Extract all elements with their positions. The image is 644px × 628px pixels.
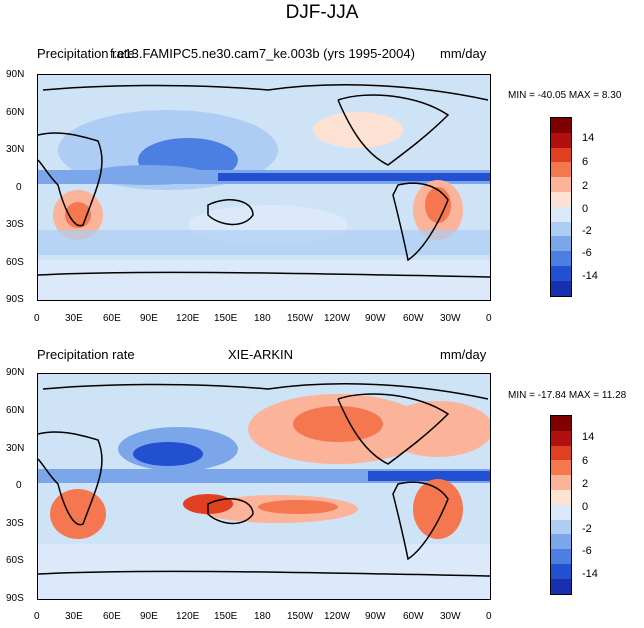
colorbar-label: -14: [582, 568, 598, 580]
colorbar-swatch: [551, 280, 571, 296]
x-tick-label: 0: [486, 313, 492, 324]
y-tick-label: 30S: [6, 219, 24, 230]
x-tick-label: 90E: [140, 313, 158, 324]
colorbar-swatch: [551, 191, 571, 207]
x-tick-label: 90E: [140, 611, 158, 622]
colorbar-swatch: [551, 162, 571, 178]
x-tick-label: 150W: [287, 611, 314, 622]
colorbar-label: 2: [582, 478, 589, 490]
y-tick-label: 60N: [6, 405, 25, 416]
x-tick-label: 0: [34, 611, 40, 622]
x-tick-label: 90W: [365, 611, 386, 622]
left-title: Precipitation rate: [37, 347, 135, 362]
colorbar-label: 0: [582, 501, 589, 513]
x-tick-label: 60E: [103, 313, 121, 324]
x-tick-label: 0: [34, 313, 40, 324]
main-title: DJF-JJA: [285, 2, 359, 23]
x-tick-label: 0: [486, 611, 492, 622]
y-tick-label: 0: [16, 182, 22, 193]
colorbar-swatch: [551, 416, 571, 431]
x-tick-label: 180: [254, 313, 271, 324]
y-tick-label: 30N: [6, 443, 25, 454]
colorbar-label: -2: [582, 523, 592, 535]
colorbar-label: 14: [582, 132, 595, 144]
y-tick-label: 60S: [6, 257, 24, 268]
colorbar-swatch: [551, 118, 571, 133]
colorbar-label: -2: [582, 225, 592, 237]
units-label: mm/day: [440, 46, 487, 61]
colorbar-swatch: [551, 445, 571, 461]
x-tick-label: 30E: [65, 611, 83, 622]
y-tick-label: 90N: [6, 367, 25, 378]
colorbar-swatch: [551, 534, 571, 550]
center-title: f.e13.FAMIPC5.ne30.cam7_ke.003b (yrs 199…: [110, 46, 415, 61]
colorbar-swatch: [551, 177, 571, 192]
colorbar: [550, 117, 572, 297]
colorbar-swatch: [551, 549, 571, 564]
y-tick-label: 30S: [6, 518, 24, 529]
left-title: Precipitation rate: [37, 46, 135, 61]
x-tick-label: 150E: [214, 611, 238, 622]
x-tick-label: 30W: [440, 611, 461, 622]
colorbar-label: 2: [582, 180, 589, 192]
x-tick-label: 60W: [403, 611, 424, 622]
y-tick-label: 60S: [6, 555, 24, 566]
precip-map-obs: [37, 373, 491, 600]
colorbar: [550, 415, 572, 595]
colorbar-label: -14: [582, 270, 598, 282]
colorbar-label: 6: [582, 455, 589, 467]
center-title: XIE-ARKIN: [228, 347, 294, 362]
y-tick-label: 0: [16, 480, 22, 491]
x-tick-label: 150W: [287, 313, 314, 324]
x-tick-label: 120E: [176, 313, 200, 324]
colorbar-label: 14: [582, 431, 595, 443]
colorbar-swatch: [551, 236, 571, 252]
colorbar-swatch: [551, 489, 571, 505]
y-tick-label: 90S: [6, 593, 24, 604]
y-tick-label: 60N: [6, 107, 25, 118]
x-tick-label: 30W: [440, 313, 461, 324]
colorbar-swatch: [551, 519, 571, 535]
colorbar-swatch: [551, 132, 571, 148]
x-tick-label: 120W: [324, 313, 351, 324]
y-tick-label: 90N: [6, 69, 25, 80]
x-tick-label: 30E: [65, 313, 83, 324]
stats-label: MIN = -40.05 MAX = 8.30: [508, 90, 622, 101]
colorbar-label: 6: [582, 156, 589, 168]
colorbar-swatch: [551, 206, 571, 222]
colorbar-swatch: [551, 563, 571, 579]
colorbar-swatch: [551, 504, 571, 520]
colorbar-swatch: [551, 251, 571, 266]
colorbar-swatch: [551, 475, 571, 490]
colorbar-swatch: [551, 221, 571, 237]
colorbar-label: -6: [582, 247, 592, 259]
colorbar-label: -6: [582, 545, 592, 557]
y-tick-label: 30N: [6, 144, 25, 155]
x-tick-label: 60E: [103, 611, 121, 622]
colorbar-swatch: [551, 430, 571, 446]
colorbar-swatch: [551, 578, 571, 594]
x-tick-label: 60W: [403, 313, 424, 324]
x-tick-label: 120E: [176, 611, 200, 622]
x-tick-label: 150E: [214, 313, 238, 324]
precip-map-model: [37, 74, 491, 301]
x-tick-label: 90W: [365, 313, 386, 324]
colorbar-swatch: [551, 147, 571, 163]
colorbar-swatch: [551, 460, 571, 476]
colorbar-label: 0: [582, 203, 589, 215]
x-tick-label: 180: [254, 611, 271, 622]
colorbar-swatch: [551, 265, 571, 281]
stats-label: MIN = -17.84 MAX = 11.28: [508, 390, 627, 401]
y-tick-label: 90S: [6, 294, 24, 305]
units-label: mm/day: [440, 347, 487, 362]
x-tick-label: 120W: [324, 611, 351, 622]
